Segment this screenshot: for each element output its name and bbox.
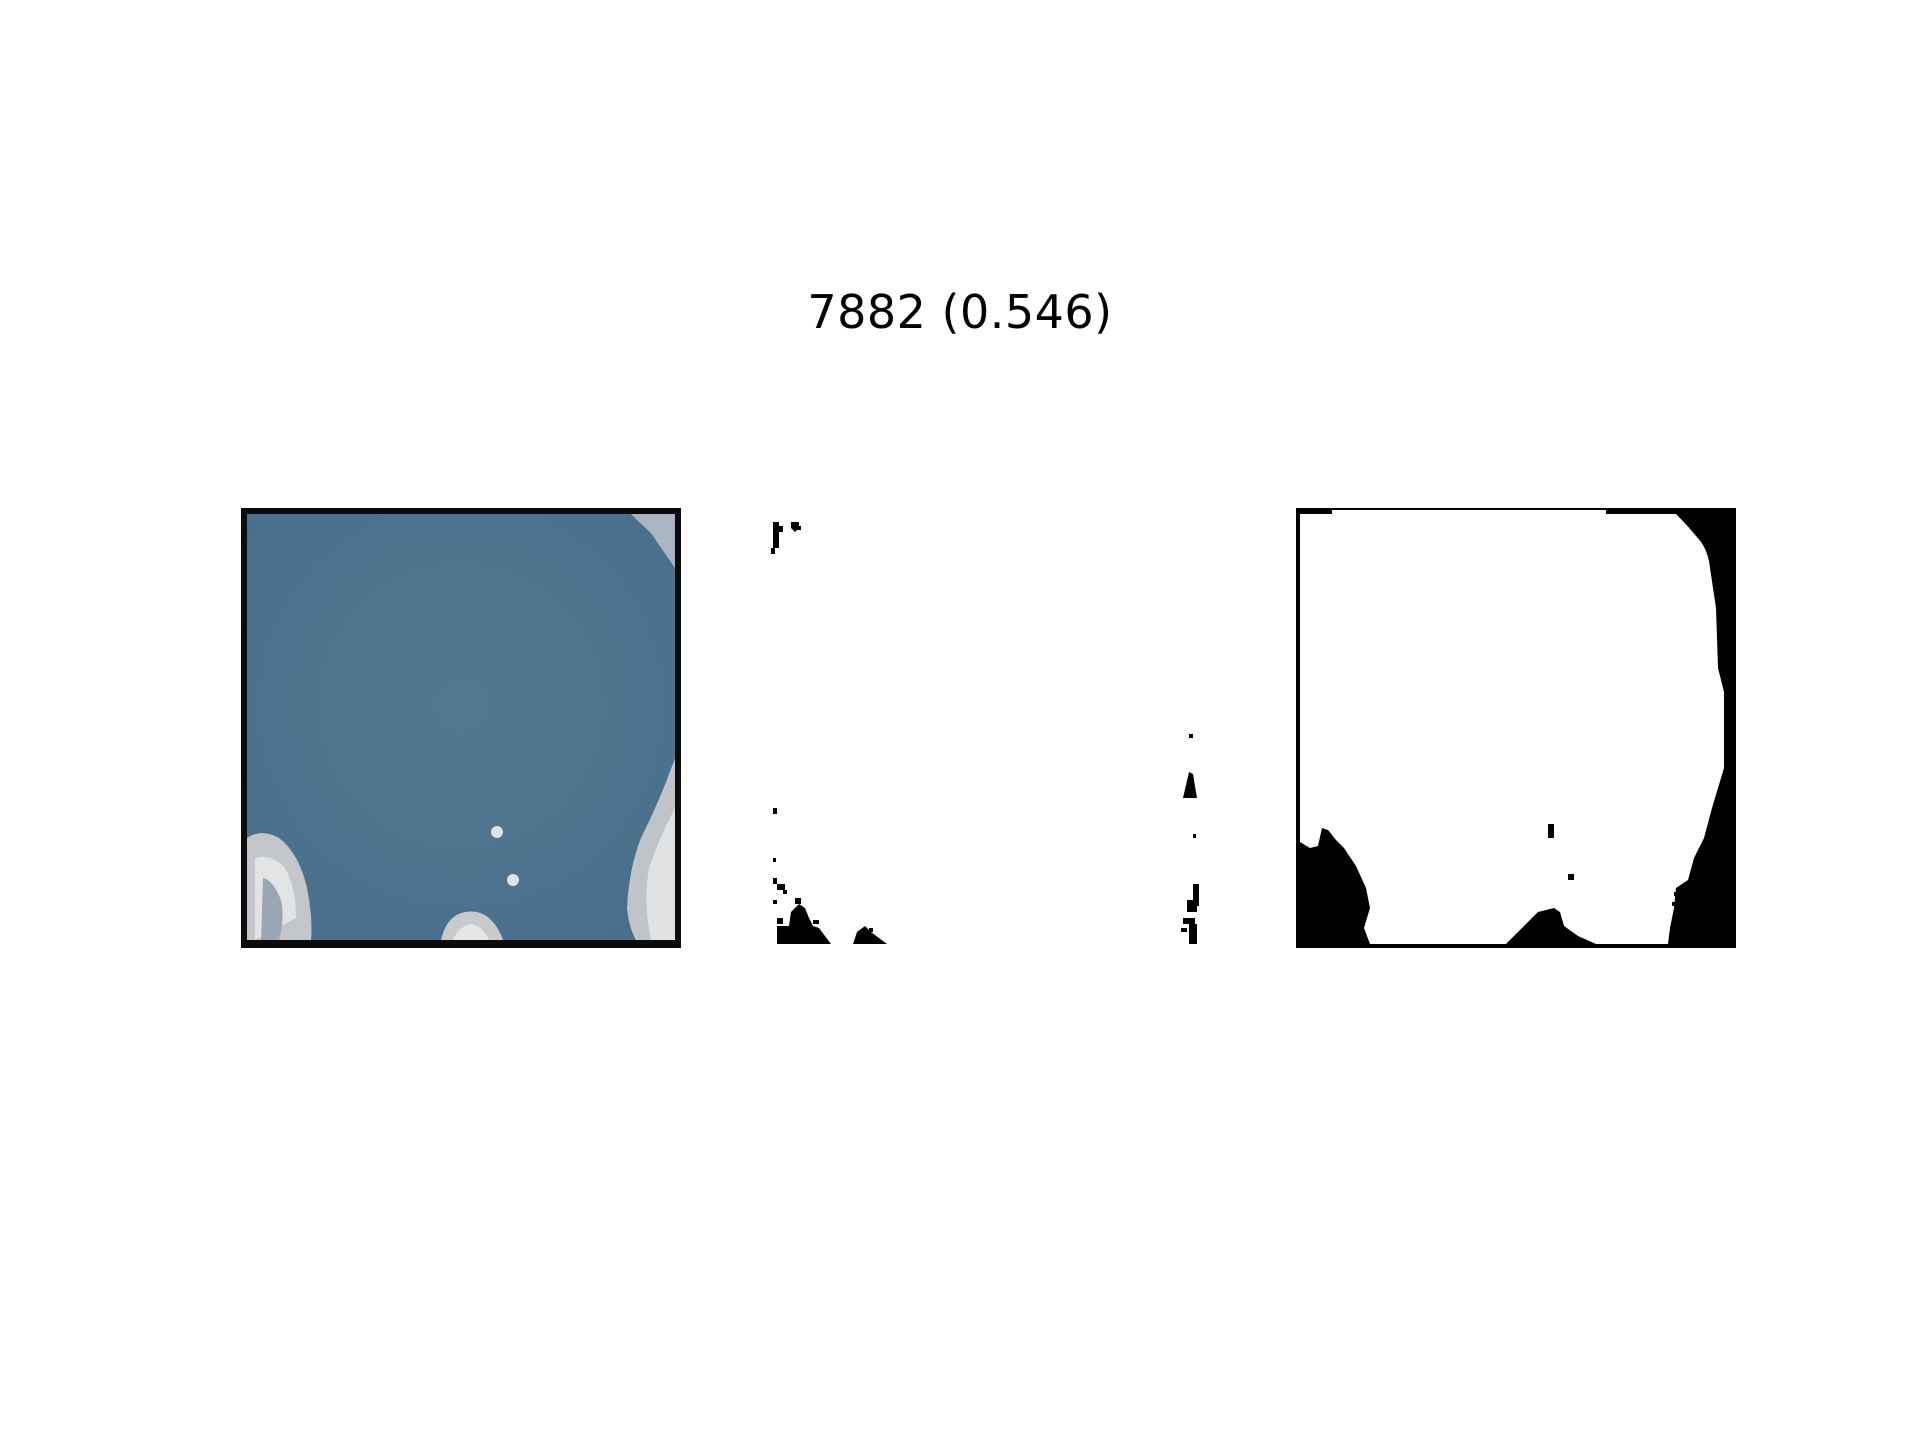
figure-title: 7882 (0.546): [807, 285, 1113, 339]
ground-truth-mask: [1296, 508, 1736, 948]
input-image-panel: [241, 508, 681, 948]
ground-truth-mask-panel: [1296, 508, 1736, 948]
shore-top-right: [631, 514, 675, 568]
input-image: [241, 508, 681, 948]
predicted-mask: [769, 508, 1209, 948]
predicted-mask-panel: [769, 508, 1209, 948]
water-region: [247, 514, 675, 940]
bright-spot: [507, 874, 519, 886]
bright-spot: [491, 826, 503, 838]
water-mask: [1300, 510, 1724, 944]
